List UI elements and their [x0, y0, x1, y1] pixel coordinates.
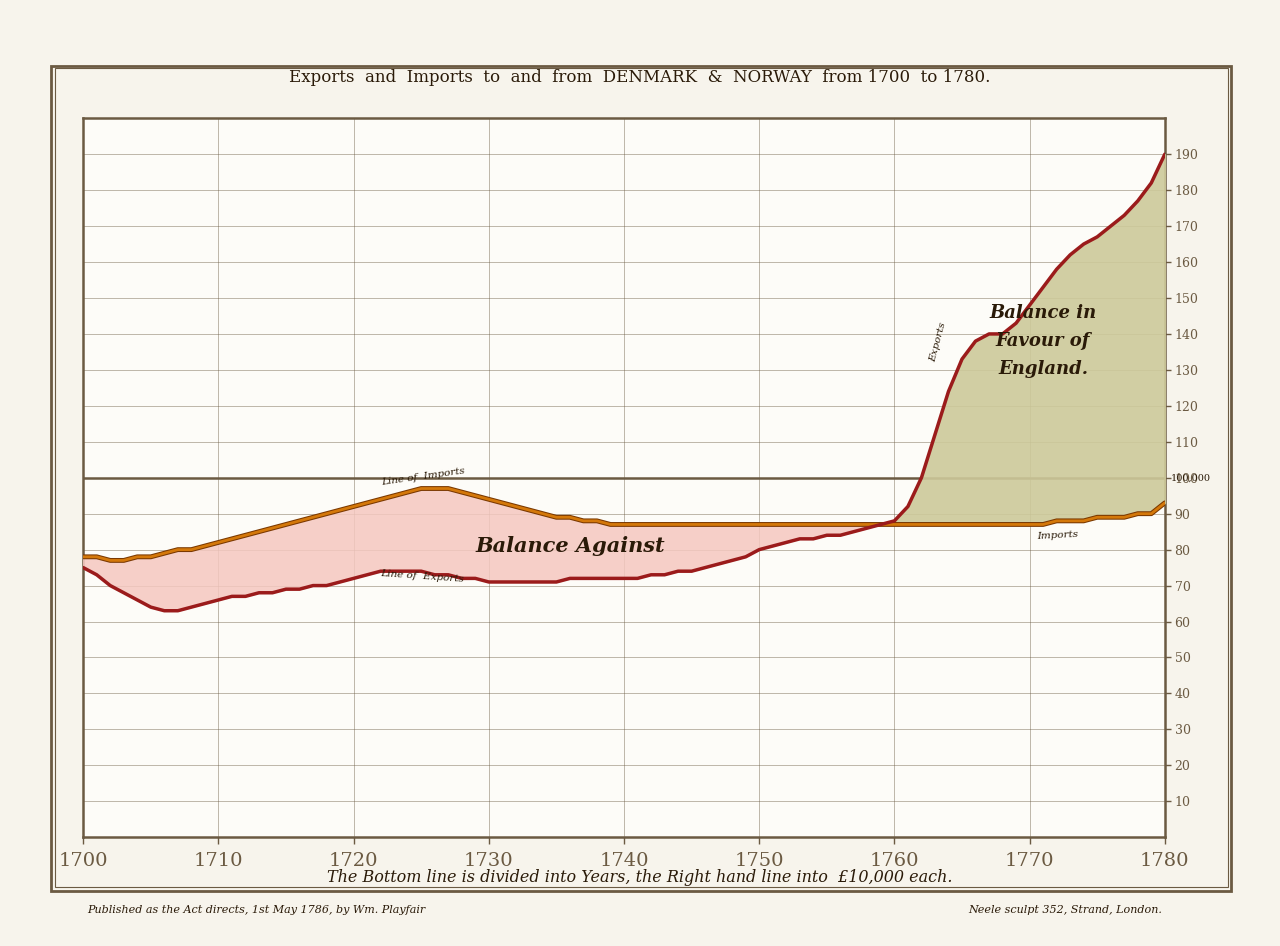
Text: Balance Against: Balance Against	[475, 536, 664, 556]
Text: Line of  Exports: Line of Exports	[380, 569, 465, 585]
Text: The Bottom line is divided into Years, the Right hand line into  £10,000 each.: The Bottom line is divided into Years, t…	[328, 869, 952, 886]
Text: 100,000: 100,000	[1170, 473, 1211, 482]
Text: Line of  Imports: Line of Imports	[380, 466, 466, 487]
Text: Exports: Exports	[928, 321, 947, 362]
Text: Imports: Imports	[1037, 530, 1078, 541]
Text: Exports  and  Imports  to  and  from  DENMARK  &  NORWAY  from 1700  to 1780.: Exports and Imports to and from DENMARK …	[289, 69, 991, 86]
Text: Balance in
Favour of
England.: Balance in Favour of England.	[989, 305, 1097, 378]
Text: Published as the Act directs, 1st May 1786, by Wm. Playfair: Published as the Act directs, 1st May 17…	[87, 905, 425, 915]
Text: Neele sculpt 352, Strand, London.: Neele sculpt 352, Strand, London.	[969, 905, 1162, 915]
